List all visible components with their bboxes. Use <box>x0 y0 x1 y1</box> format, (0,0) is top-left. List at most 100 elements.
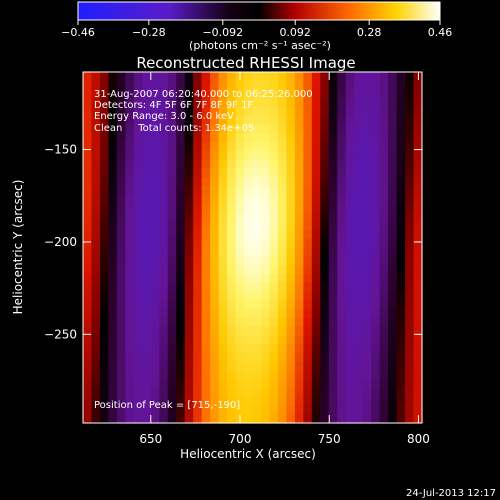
heatmap-cell <box>116 344 126 354</box>
heatmap-cell <box>320 361 330 371</box>
heatmap-cell <box>184 115 194 126</box>
plot-frame <box>82 71 423 424</box>
heatmap-cell <box>167 168 177 178</box>
heatmap-cell <box>227 405 237 415</box>
heatmap-cell <box>167 256 177 266</box>
heatmap-cell <box>303 159 313 170</box>
heatmap-cell <box>108 89 118 99</box>
heatmap-cell <box>116 142 126 152</box>
heatmap-cell <box>91 124 101 135</box>
heatmap-cell <box>379 387 389 398</box>
heatmap-cell <box>83 203 93 214</box>
heatmap-cell <box>91 396 101 407</box>
heatmap-cell <box>184 414 194 424</box>
heatmap-cell <box>311 273 321 284</box>
heatmap-cell <box>328 344 338 354</box>
heatmap-cell <box>133 150 143 161</box>
heatmap-cell <box>193 107 203 117</box>
heatmap-cell <box>83 98 93 108</box>
heatmap-cell <box>99 379 110 389</box>
heatmap-cell <box>150 194 160 205</box>
colorbar-tick-label: −0.092 <box>202 26 243 39</box>
heatmap-cell <box>260 300 271 310</box>
heatmap-cell <box>116 370 126 380</box>
heatmap-cell <box>320 133 330 143</box>
heatmap-cell <box>218 229 228 240</box>
heatmap-cell <box>235 326 245 336</box>
heatmap-cell <box>269 379 279 389</box>
heatmap-cell <box>150 282 160 292</box>
heatmap-cell <box>362 168 372 178</box>
heatmap-cell <box>210 308 220 319</box>
heatmap-cell <box>176 273 186 284</box>
heatmap-cell <box>201 150 211 161</box>
heatmap-cell <box>320 229 330 240</box>
heatmap-cell <box>362 107 372 117</box>
heatmap-cell <box>371 177 381 187</box>
heatmap-cell <box>371 238 381 249</box>
heatmap-cell <box>159 72 169 82</box>
heatmap-cell <box>210 186 220 196</box>
heatmap-cell <box>320 124 330 135</box>
heatmap-cell <box>133 203 143 214</box>
heatmap-cell <box>176 194 186 205</box>
heatmap-cell <box>286 414 296 424</box>
heatmap-cell <box>159 150 169 161</box>
heatmap-cell <box>159 238 169 249</box>
heatmap-cell <box>244 352 254 363</box>
heatmap-cell <box>133 133 143 143</box>
heatmap-cell <box>227 186 237 196</box>
heatmap-cell <box>294 159 304 170</box>
heatmap-cell <box>150 247 160 257</box>
heatmap-cell <box>108 98 118 108</box>
heatmap-cell <box>125 194 135 205</box>
heatmap-cell <box>337 265 347 275</box>
heatmap-cell <box>277 247 287 257</box>
heatmap-cell <box>252 370 262 380</box>
heatmap-cell <box>311 344 321 354</box>
heatmap-cell <box>252 177 262 187</box>
heatmap-cell <box>260 177 271 187</box>
heatmap-cell <box>91 72 101 82</box>
heatmap-cell <box>405 72 415 82</box>
heatmap-cell <box>184 72 194 82</box>
heatmap-cell <box>125 414 135 424</box>
heatmap-cell <box>328 98 338 108</box>
heatmap-cell <box>167 265 177 275</box>
colorbar-tick-label: −0.46 <box>61 26 95 39</box>
heatmap-cell <box>201 229 211 240</box>
heatmap-cell <box>303 352 313 363</box>
heatmap-cell <box>345 133 355 143</box>
heatmap-cell <box>167 370 177 380</box>
heatmap-cell <box>269 177 279 187</box>
heatmap-cell <box>337 186 347 196</box>
heatmap-cell <box>269 405 279 415</box>
heatmap-cell <box>405 326 415 336</box>
heatmap-cell <box>379 344 389 354</box>
heatmap-cell <box>379 159 389 170</box>
heatmap-cell <box>413 326 423 336</box>
heatmap-cell <box>252 387 262 398</box>
heatmap-cell <box>362 387 372 398</box>
heatmap-cell <box>108 344 118 354</box>
heatmap-cell <box>311 72 321 82</box>
heatmap-cell <box>328 168 338 178</box>
heatmap-cell <box>311 186 321 196</box>
heatmap-cell <box>405 247 415 257</box>
heatmap-cell <box>235 396 245 407</box>
heatmap-cell <box>125 361 135 371</box>
heatmap-cell <box>99 238 110 249</box>
heatmap-cell <box>91 265 101 275</box>
heatmap-cell <box>218 282 228 292</box>
heatmap-cell <box>159 177 169 187</box>
heatmap-cell <box>227 80 237 91</box>
heatmap-cell <box>201 317 211 328</box>
heatmap-cell <box>159 124 169 135</box>
heatmap-cell <box>294 291 304 301</box>
heatmap-cell <box>116 326 126 336</box>
heatmap-cell <box>125 107 135 117</box>
heatmap-cell <box>345 186 355 196</box>
heatmap-cell <box>125 379 135 389</box>
heatmap-cell <box>260 352 271 363</box>
